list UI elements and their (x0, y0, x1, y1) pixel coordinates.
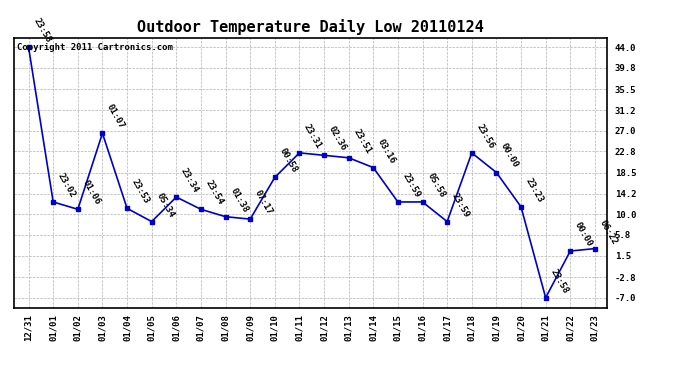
Text: 23:02: 23:02 (56, 171, 77, 199)
Text: 23:53: 23:53 (130, 178, 151, 206)
Text: 23:58: 23:58 (31, 17, 52, 45)
Text: 23:34: 23:34 (179, 166, 200, 194)
Text: 01:38: 01:38 (228, 186, 250, 214)
Text: 01:07: 01:07 (105, 103, 126, 130)
Text: 23:54: 23:54 (204, 179, 225, 207)
Text: 23:59: 23:59 (401, 171, 422, 199)
Text: 05:34: 05:34 (155, 191, 176, 219)
Text: Copyright 2011 Cartronics.com: Copyright 2011 Cartronics.com (17, 43, 172, 52)
Text: 02:36: 02:36 (327, 125, 348, 153)
Text: 23:56: 23:56 (475, 122, 496, 150)
Text: 23:51: 23:51 (351, 127, 373, 155)
Text: 01:06: 01:06 (81, 179, 102, 207)
Text: 23:23: 23:23 (524, 176, 545, 204)
Text: 03:16: 03:16 (376, 137, 397, 165)
Text: 23:59: 23:59 (450, 191, 471, 219)
Text: 00:00: 00:00 (499, 142, 520, 170)
Text: 00:58: 00:58 (277, 147, 299, 175)
Text: 07:17: 07:17 (253, 189, 274, 216)
Text: 06:22: 06:22 (598, 218, 619, 246)
Text: 05:58: 05:58 (425, 171, 446, 199)
Text: 23:31: 23:31 (302, 122, 324, 150)
Text: 00:00: 00:00 (573, 220, 594, 248)
Title: Outdoor Temperature Daily Low 20110124: Outdoor Temperature Daily Low 20110124 (137, 19, 484, 35)
Text: 23:58: 23:58 (549, 267, 570, 295)
